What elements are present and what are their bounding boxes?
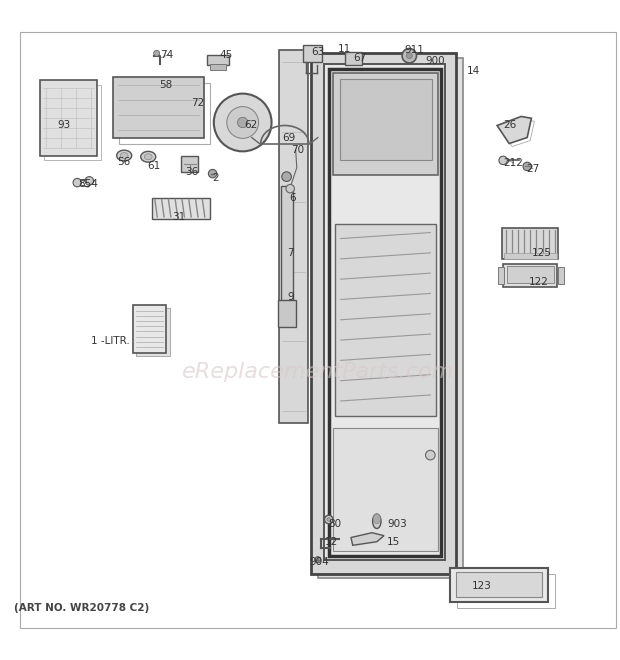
Text: 122: 122 bbox=[529, 277, 549, 287]
Text: 15: 15 bbox=[386, 537, 400, 546]
Text: 9: 9 bbox=[288, 292, 294, 302]
Ellipse shape bbox=[141, 151, 156, 162]
Circle shape bbox=[523, 162, 531, 170]
Bar bbox=[340, 79, 432, 160]
Bar bbox=[324, 64, 445, 560]
Bar bbox=[507, 266, 554, 283]
Bar bbox=[458, 574, 555, 608]
Bar bbox=[502, 228, 559, 259]
Text: 56: 56 bbox=[118, 156, 131, 166]
Circle shape bbox=[227, 107, 259, 139]
Bar bbox=[503, 264, 557, 286]
Text: 903: 903 bbox=[388, 519, 407, 529]
Text: 14: 14 bbox=[466, 67, 480, 77]
Bar bbox=[503, 253, 557, 259]
Bar bbox=[498, 267, 504, 284]
Circle shape bbox=[406, 53, 412, 59]
Circle shape bbox=[208, 170, 217, 178]
Bar bbox=[345, 52, 362, 65]
Bar bbox=[456, 572, 542, 597]
Text: 1 -LITR.: 1 -LITR. bbox=[91, 336, 130, 346]
Bar bbox=[333, 428, 438, 551]
Circle shape bbox=[85, 177, 94, 185]
Circle shape bbox=[327, 517, 330, 521]
Bar bbox=[335, 224, 436, 416]
Text: (ART NO. WR20778 C2): (ART NO. WR20778 C2) bbox=[14, 603, 149, 613]
Circle shape bbox=[214, 94, 272, 151]
Text: 212: 212 bbox=[503, 158, 523, 168]
Text: 74: 74 bbox=[160, 50, 173, 59]
Circle shape bbox=[315, 557, 321, 563]
Bar bbox=[450, 568, 547, 602]
Ellipse shape bbox=[117, 150, 131, 161]
Text: 7: 7 bbox=[288, 248, 294, 258]
Circle shape bbox=[154, 50, 160, 56]
Text: 911: 911 bbox=[404, 46, 424, 55]
Bar bbox=[329, 69, 441, 556]
Bar bbox=[40, 81, 97, 156]
Text: eReplacementParts.com: eReplacementParts.com bbox=[182, 362, 454, 382]
Text: 45: 45 bbox=[220, 50, 233, 59]
Text: 12: 12 bbox=[324, 537, 338, 546]
Text: 70: 70 bbox=[291, 145, 304, 154]
Circle shape bbox=[73, 178, 81, 187]
Bar bbox=[281, 185, 293, 303]
Bar bbox=[136, 308, 170, 356]
Text: 58: 58 bbox=[160, 80, 173, 90]
Bar bbox=[44, 84, 101, 160]
Circle shape bbox=[402, 48, 417, 63]
Text: 123: 123 bbox=[472, 581, 492, 591]
Bar bbox=[113, 77, 203, 137]
Bar bbox=[133, 305, 166, 353]
Bar bbox=[181, 156, 198, 172]
Text: 27: 27 bbox=[526, 164, 540, 174]
Bar bbox=[303, 46, 322, 62]
Circle shape bbox=[237, 117, 248, 127]
Ellipse shape bbox=[373, 514, 381, 523]
Text: 26: 26 bbox=[503, 121, 517, 131]
Bar bbox=[280, 50, 308, 423]
Text: 62: 62 bbox=[244, 121, 257, 131]
Text: 67: 67 bbox=[353, 53, 366, 63]
Text: 31: 31 bbox=[172, 212, 185, 222]
Text: 2: 2 bbox=[212, 174, 219, 183]
Text: 69: 69 bbox=[282, 133, 296, 143]
Ellipse shape bbox=[120, 152, 128, 158]
Bar bbox=[206, 55, 229, 65]
Circle shape bbox=[425, 450, 435, 460]
Text: 900: 900 bbox=[425, 55, 445, 65]
Text: 6: 6 bbox=[290, 193, 296, 203]
Text: 63: 63 bbox=[311, 47, 324, 57]
Text: 72: 72 bbox=[191, 98, 204, 108]
Polygon shape bbox=[497, 116, 531, 143]
Circle shape bbox=[499, 156, 507, 164]
Bar bbox=[120, 83, 210, 143]
Bar bbox=[210, 63, 226, 69]
Bar bbox=[333, 73, 438, 176]
Text: 904: 904 bbox=[309, 556, 329, 566]
Bar bbox=[153, 198, 210, 218]
Text: 93: 93 bbox=[58, 121, 71, 131]
Text: 11: 11 bbox=[339, 44, 352, 53]
Bar bbox=[318, 58, 463, 578]
Text: 854: 854 bbox=[78, 180, 98, 189]
Ellipse shape bbox=[144, 154, 152, 160]
Text: 80: 80 bbox=[328, 519, 341, 529]
Bar bbox=[311, 53, 456, 574]
Bar bbox=[278, 300, 296, 327]
Circle shape bbox=[286, 184, 294, 193]
Polygon shape bbox=[351, 533, 384, 545]
Text: 61: 61 bbox=[148, 162, 161, 172]
Text: 125: 125 bbox=[532, 248, 552, 258]
Text: 36: 36 bbox=[185, 168, 198, 178]
Bar bbox=[559, 267, 564, 284]
Circle shape bbox=[324, 515, 333, 523]
Ellipse shape bbox=[373, 514, 381, 529]
Circle shape bbox=[281, 172, 291, 182]
